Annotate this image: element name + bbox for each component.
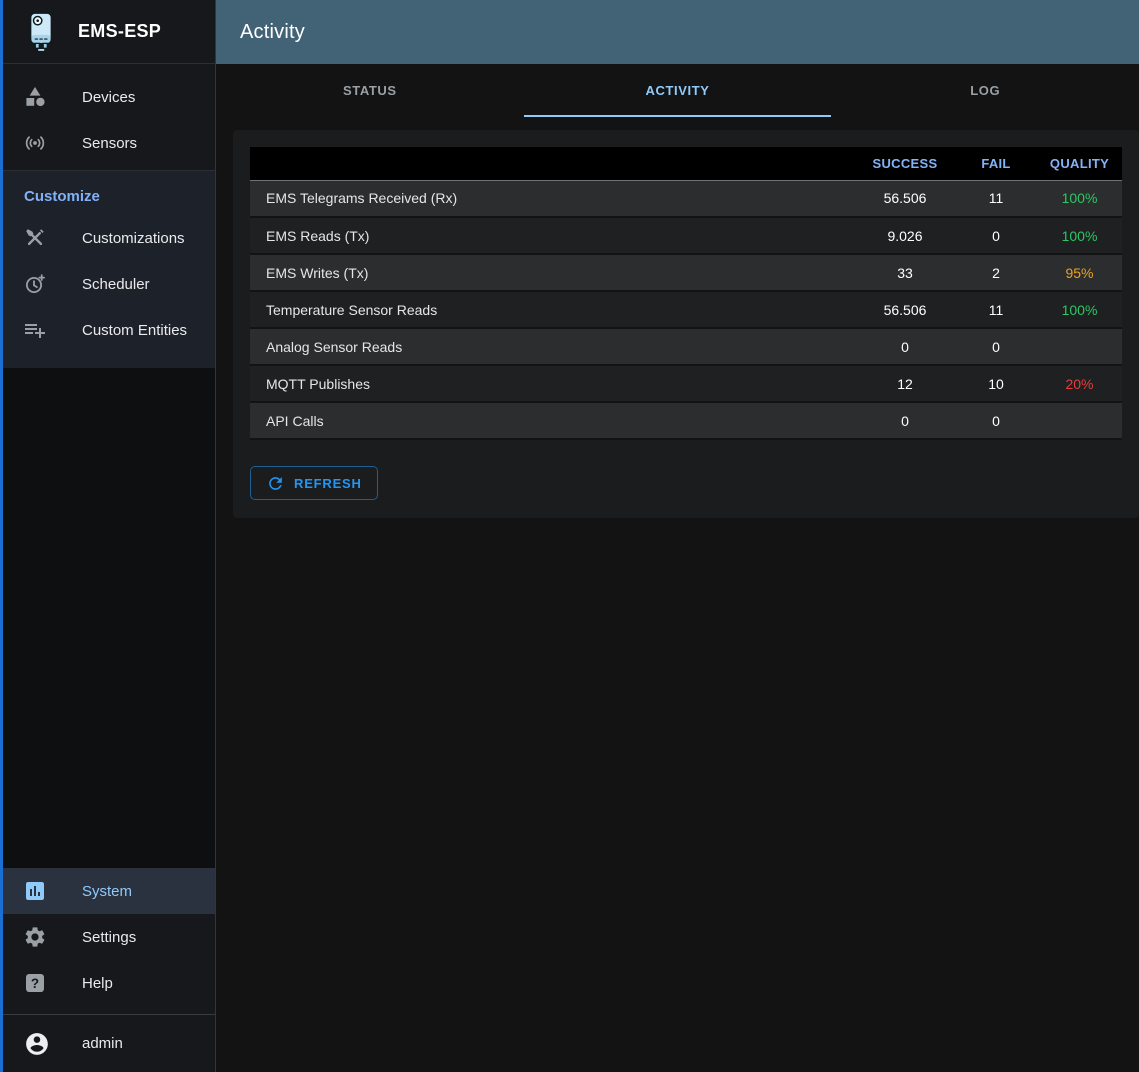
tab-activity[interactable]: ACTIVITY xyxy=(523,64,832,117)
tab-log[interactable]: LOG xyxy=(970,83,1001,98)
cell-name: EMS Writes (Tx) xyxy=(250,254,855,292)
sidebar-item-customizations[interactable]: Customizations xyxy=(3,215,215,261)
cell-success: 56.506 xyxy=(855,180,955,218)
sidebar-bottom-nav: System Settings? Help xyxy=(3,868,215,1014)
table-row-temperature-sensor-reads: Temperature Sensor Reads 56.506 11 100% xyxy=(250,291,1122,329)
table-header-row: SUCCESS FAIL QUALITY xyxy=(250,147,1122,181)
svg-text:?: ? xyxy=(31,976,39,991)
activity-card: SUCCESS FAIL QUALITY EMS Telegrams Receive… xyxy=(233,130,1139,518)
customize-section-label: Customize xyxy=(24,188,100,205)
sidebar-item-custom-entities[interactable]: Custom Entities xyxy=(3,307,215,353)
sidebar-item-help[interactable]: ? Help xyxy=(3,960,215,1006)
cell-quality xyxy=(1037,402,1122,440)
cell-quality: 95% xyxy=(1037,254,1122,292)
table-row-mqtt-publishes: MQTT Publishes 12 10 20% xyxy=(250,365,1122,403)
cell-success: 9.026 xyxy=(855,217,955,255)
tab-bar: STATUS ACTIVITY LOG xyxy=(216,64,1139,117)
table-row-ems-writes-tx-: EMS Writes (Tx) 33 2 95% xyxy=(250,254,1122,292)
sidebar-customize-section: Customize Customizations Scheduler Custom … xyxy=(3,170,215,368)
cell-quality: 100% xyxy=(1037,217,1122,255)
activity-table: SUCCESS FAIL QUALITY EMS Telegrams Receive… xyxy=(250,147,1122,440)
main-area: Activity STATUS ACTIVITY LOG SUCCESS FAIL QU… xyxy=(216,0,1139,1072)
admin-username: admin xyxy=(82,1035,123,1052)
cell-name: API Calls xyxy=(250,402,855,440)
cell-fail: 2 xyxy=(955,254,1037,292)
sidebar-header: EMS-ESP xyxy=(3,0,215,64)
sidebar-item-label: Custom Entities xyxy=(82,321,188,339)
sidebar-item-label: Settings xyxy=(82,928,137,946)
sidebar-main-nav: Devices Sensors xyxy=(3,64,215,170)
cell-success: 0 xyxy=(855,328,955,366)
cell-success: 0 xyxy=(855,402,955,440)
refresh-button[interactable]: REFRESH xyxy=(250,466,378,500)
category-icon xyxy=(23,85,47,109)
table-row-ems-telegrams-received-rx-: EMS Telegrams Received (Rx) 56.506 11 100% xyxy=(250,180,1122,218)
help-icon: ? xyxy=(23,971,47,995)
sidebar-admin-item[interactable]: admin xyxy=(3,1014,215,1072)
scheduler-clock-icon xyxy=(23,272,47,296)
cell-quality xyxy=(1037,328,1122,366)
sidebar-item-label: Customizations xyxy=(82,229,185,247)
table-row-api-calls: API Calls 0 0 xyxy=(250,402,1122,440)
sidebar-item-settings[interactable]: Settings xyxy=(3,914,215,960)
sensors-icon xyxy=(23,131,47,155)
cell-fail: 0 xyxy=(955,328,1037,366)
sidebar-spacer xyxy=(3,368,215,868)
sidebar-customize-nav: Customizations Scheduler Custom Entities xyxy=(3,215,215,353)
cell-success: 56.506 xyxy=(855,291,955,329)
cell-name: Temperature Sensor Reads xyxy=(250,291,855,329)
cell-fail: 11 xyxy=(955,180,1037,218)
cell-name: EMS Telegrams Received (Rx) xyxy=(250,180,855,218)
column-header-fail: FAIL xyxy=(955,147,1037,181)
gear-icon xyxy=(23,925,47,949)
construction-icon xyxy=(23,226,47,250)
cell-fail: 11 xyxy=(955,291,1037,329)
active-tab-indicator xyxy=(523,115,832,117)
playlist-add-icon xyxy=(23,318,47,342)
sidebar-item-label: Scheduler xyxy=(82,275,150,293)
app-title: EMS-ESP xyxy=(78,21,162,41)
table-row-ems-reads-tx-: EMS Reads (Tx) 9.026 0 100% xyxy=(250,217,1122,255)
table-row-analog-sensor-reads: Analog Sensor Reads 0 0 xyxy=(250,328,1122,366)
cell-name: EMS Reads (Tx) xyxy=(250,217,855,255)
cell-quality: 100% xyxy=(1037,180,1122,218)
sidebar-item-label: System xyxy=(82,882,133,900)
app-bar: Activity xyxy=(216,0,1139,64)
sidebar: EMS-ESP Devices Sensors Customize Customi… xyxy=(0,0,216,1072)
column-header-success: SUCCESS xyxy=(855,147,955,181)
cell-fail: 10 xyxy=(955,365,1037,403)
sidebar-item-label: Devices xyxy=(82,88,136,106)
cell-fail: 0 xyxy=(955,217,1037,255)
refresh-icon xyxy=(266,474,294,493)
refresh-button-label: REFRESH xyxy=(294,475,362,491)
page-title: Activity xyxy=(240,20,305,43)
sidebar-item-label: Help xyxy=(82,974,113,992)
boiler-logo-icon xyxy=(24,11,58,53)
sidebar-item-devices[interactable]: Devices xyxy=(3,74,215,120)
sidebar-item-system[interactable]: System xyxy=(3,868,215,914)
sidebar-item-label: Sensors xyxy=(82,134,138,152)
analytics-icon xyxy=(23,879,47,903)
cell-quality: 100% xyxy=(1037,291,1122,329)
sidebar-item-scheduler[interactable]: Scheduler xyxy=(3,261,215,307)
cell-success: 12 xyxy=(855,365,955,403)
cell-quality: 20% xyxy=(1037,365,1122,403)
cell-name: MQTT Publishes xyxy=(250,365,855,403)
column-header-name xyxy=(250,147,855,181)
account-circle-icon xyxy=(24,1031,50,1057)
cell-fail: 0 xyxy=(955,402,1037,440)
sidebar-item-sensors[interactable]: Sensors xyxy=(3,120,215,166)
cell-success: 33 xyxy=(855,254,955,292)
column-header-quality: QUALITY xyxy=(1037,147,1122,181)
cell-name: Analog Sensor Reads xyxy=(250,328,855,366)
tab-status[interactable]: STATUS xyxy=(343,83,397,98)
